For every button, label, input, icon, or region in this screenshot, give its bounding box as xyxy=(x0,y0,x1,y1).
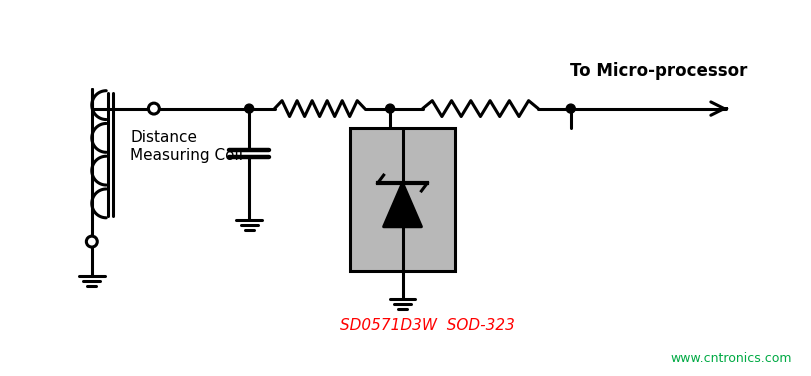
Circle shape xyxy=(245,104,254,113)
Circle shape xyxy=(86,236,97,247)
Circle shape xyxy=(148,103,159,114)
Text: SD0571D3W  SOD-323: SD0571D3W SOD-323 xyxy=(340,318,515,334)
Text: Distance
Measuring Coil: Distance Measuring Coil xyxy=(130,130,243,162)
Polygon shape xyxy=(384,183,422,227)
Bar xyxy=(350,129,455,271)
Circle shape xyxy=(386,104,395,113)
Text: www.cntronics.com: www.cntronics.com xyxy=(671,352,792,365)
Circle shape xyxy=(566,104,575,113)
Text: To Micro-processor: To Micro-processor xyxy=(570,62,748,80)
